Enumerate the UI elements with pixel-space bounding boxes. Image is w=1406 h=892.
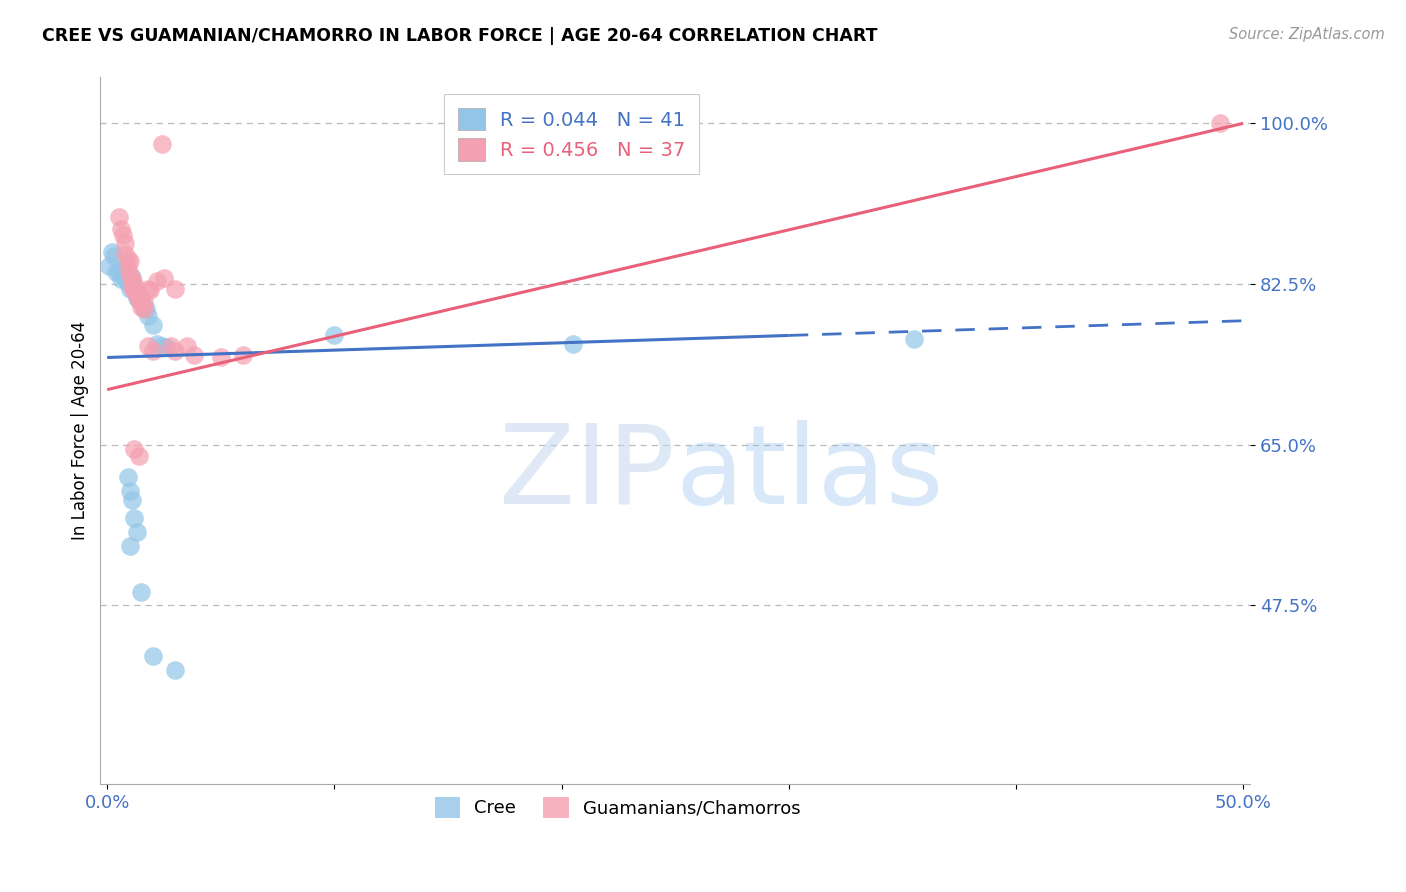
- Point: [139, 284, 162, 298]
- Point: [107, 265, 129, 279]
- Point: [150, 136, 173, 151]
- Point: [114, 270, 136, 285]
- Point: [136, 309, 159, 323]
- Point: [159, 338, 181, 352]
- Point: [121, 280, 143, 294]
- Point: [121, 492, 143, 507]
- Point: [112, 261, 135, 276]
- Point: [165, 663, 187, 677]
- Point: [110, 272, 132, 286]
- Point: [118, 483, 141, 498]
- Point: [124, 442, 146, 457]
- Point: [98, 259, 121, 273]
- Point: [118, 539, 141, 553]
- Point: [125, 291, 148, 305]
- Point: [132, 295, 155, 310]
- Point: [903, 332, 925, 346]
- Point: [183, 348, 205, 362]
- Point: [124, 284, 146, 298]
- Point: [121, 272, 143, 286]
- Point: [117, 470, 139, 484]
- Point: [129, 291, 152, 305]
- Y-axis label: In Labor Force | Age 20-64: In Labor Force | Age 20-64: [72, 321, 89, 541]
- Point: [142, 318, 165, 333]
- Point: [128, 293, 150, 307]
- Point: [124, 284, 146, 298]
- Point: [142, 648, 165, 663]
- Point: [129, 291, 152, 305]
- Point: [117, 269, 139, 284]
- Point: [118, 254, 141, 268]
- Point: [107, 210, 129, 224]
- Text: ZIP: ZIP: [499, 420, 675, 527]
- Point: [114, 246, 136, 260]
- Point: [118, 268, 141, 282]
- Point: [117, 261, 139, 276]
- Point: [103, 250, 125, 264]
- Point: [125, 524, 148, 539]
- Text: Source: ZipAtlas.com: Source: ZipAtlas.com: [1229, 27, 1385, 42]
- Point: [136, 282, 159, 296]
- Point: [135, 301, 157, 316]
- Point: [1209, 116, 1232, 130]
- Text: atlas: atlas: [675, 420, 943, 527]
- Point: [121, 269, 143, 284]
- Point: [142, 344, 165, 359]
- Point: [232, 348, 254, 362]
- Point: [128, 286, 150, 301]
- Point: [121, 277, 143, 291]
- Point: [112, 228, 135, 243]
- Point: [209, 351, 232, 365]
- Point: [118, 270, 141, 285]
- Point: [114, 265, 136, 279]
- Point: [176, 338, 198, 352]
- Point: [117, 252, 139, 267]
- Point: [165, 344, 187, 359]
- Point: [124, 511, 146, 525]
- Point: [117, 276, 139, 290]
- Point: [146, 274, 169, 288]
- Point: [165, 282, 187, 296]
- Point: [105, 265, 128, 279]
- Point: [150, 338, 173, 352]
- Point: [110, 263, 132, 277]
- Point: [100, 244, 122, 259]
- Point: [125, 289, 148, 303]
- Point: [153, 270, 176, 285]
- Point: [128, 293, 150, 307]
- Point: [114, 235, 136, 250]
- Point: [132, 301, 155, 316]
- Point: [129, 300, 152, 314]
- Legend: Cree, Guamanians/Chamorros: Cree, Guamanians/Chamorros: [427, 789, 808, 825]
- Point: [155, 340, 177, 354]
- Point: [128, 449, 150, 463]
- Point: [561, 336, 583, 351]
- Point: [118, 282, 141, 296]
- Text: CREE VS GUAMANIAN/CHAMORRO IN LABOR FORCE | AGE 20-64 CORRELATION CHART: CREE VS GUAMANIAN/CHAMORRO IN LABOR FORC…: [42, 27, 877, 45]
- Point: [110, 222, 132, 236]
- Point: [112, 268, 135, 282]
- Point: [146, 336, 169, 351]
- Point: [132, 300, 155, 314]
- Point: [124, 277, 146, 291]
- Point: [129, 584, 152, 599]
- Point: [136, 338, 159, 352]
- Point: [125, 286, 148, 301]
- Point: [323, 327, 346, 342]
